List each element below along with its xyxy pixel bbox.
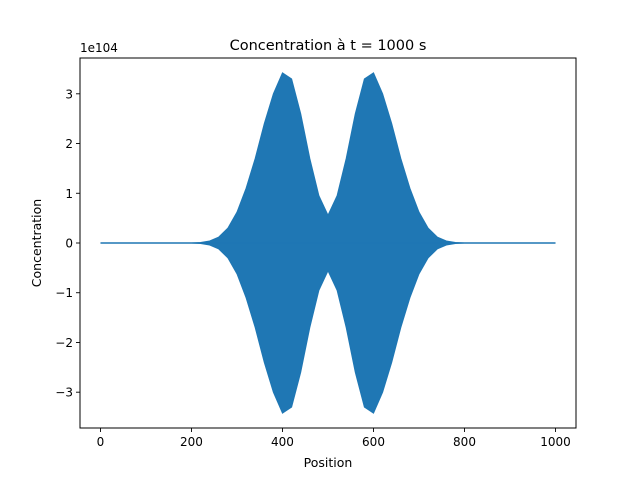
y-tick-label: 2 [65,137,73,151]
y-tick-label: 1 [65,187,73,201]
y-tick-label: −3 [55,386,73,400]
x-tick-label: 800 [453,435,476,449]
y-axis: −3 −2 −1 0 1 2 3 [55,87,80,400]
y-offset-label: 1e104 [80,41,118,55]
chart-title: Concentration à t = 1000 s [230,38,427,54]
x-axis: 0 200 400 600 800 1000 [97,428,571,449]
series-layer [100,72,556,414]
x-tick-label: 600 [362,435,385,449]
y-tick-label: −2 [55,336,73,350]
x-tick-label: 0 [97,435,105,449]
y-axis-label: Concentration [29,199,44,287]
y-tick-label: 3 [65,87,73,101]
y-tick-label: −1 [55,286,73,300]
x-tick-label: 200 [180,435,203,449]
x-axis-label: Position [304,455,353,470]
y-tick-label: 0 [65,237,73,251]
x-tick-label: 1000 [540,435,571,449]
x-tick-label: 400 [271,435,294,449]
